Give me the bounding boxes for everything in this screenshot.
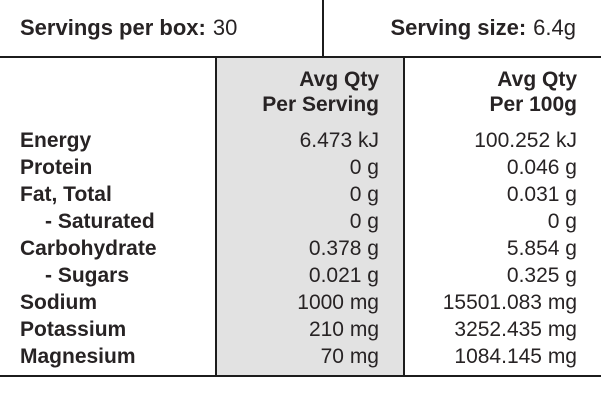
nutrient-label-column: Energy Protein Fat, Total - Saturated Ca… xyxy=(0,58,215,375)
per-serving-column-header: Avg Qty Per Serving xyxy=(217,58,379,127)
nutrient-label-sodium: Sodium xyxy=(20,291,97,314)
servings-per-box-value: 30 xyxy=(212,15,238,40)
nutrient-label-energy: Energy xyxy=(20,129,92,152)
serving-size-value: 6.4g xyxy=(533,15,576,40)
per-100g-value-energy: 100.252 kJ xyxy=(474,129,577,152)
per-serving-value-carbohydrate: 0.378 g xyxy=(308,237,379,260)
label-column-header-spacer xyxy=(20,58,215,127)
per-100g-value-potassium: 3252.435 mg xyxy=(454,318,577,341)
per-100g-column: Avg Qty Per 100g 100.252 kJ 0.046 g 0.03… xyxy=(405,58,601,375)
servings-header-band: Servings per box: 30 Serving size: 6.4g xyxy=(0,0,601,56)
serving-size-cell: Serving size: 6.4g xyxy=(324,0,601,56)
servings-per-box-label: Servings per box: xyxy=(20,15,206,40)
per-serving-header-line1: Avg Qty xyxy=(299,68,379,91)
nutrient-label-sugars: - Sugars xyxy=(45,264,130,287)
nutrient-label-protein: Protein xyxy=(20,156,93,179)
per-100g-value-sugars: 0.325 g xyxy=(506,264,577,287)
per-100g-value-protein: 0.046 g xyxy=(506,156,577,179)
per-serving-header-line2: Per Serving xyxy=(262,93,379,116)
per-serving-value-potassium: 210 mg xyxy=(308,318,379,341)
servings-per-box-cell: Servings per box: 30 xyxy=(0,0,324,56)
nutrient-label-magnesium: Magnesium xyxy=(20,345,136,368)
nutrient-label-fat-total: Fat, Total xyxy=(20,183,112,206)
serving-size-label: Serving size: xyxy=(390,15,527,40)
per-100g-header-line2: Per 100g xyxy=(489,93,577,116)
per-serving-value-energy: 6.473 kJ xyxy=(299,129,379,152)
per-serving-value-sodium: 1000 mg xyxy=(297,291,379,314)
per-serving-column: Avg Qty Per Serving 6.473 kJ 0 g 0 g 0 g… xyxy=(215,58,405,375)
per-100g-header-line1: Avg Qty xyxy=(497,68,577,91)
per-100g-value-sodium: 15501.083 mg xyxy=(442,291,577,314)
per-100g-value-fat-total: 0.031 g xyxy=(506,183,577,206)
per-serving-value-protein: 0 g xyxy=(349,156,379,179)
per-serving-value-sugars: 0.021 g xyxy=(308,264,379,287)
per-100g-column-header: Avg Qty Per 100g xyxy=(405,58,577,127)
nutrition-table: Energy Protein Fat, Total - Saturated Ca… xyxy=(0,56,601,377)
per-serving-value-magnesium: 70 mg xyxy=(320,345,379,368)
per-100g-value-saturated: 0 g xyxy=(547,210,577,233)
per-serving-value-saturated: 0 g xyxy=(349,210,379,233)
per-100g-value-magnesium: 1084.145 mg xyxy=(454,345,577,368)
nutrient-label-carbohydrate: Carbohydrate xyxy=(20,237,157,260)
per-100g-value-carbohydrate: 5.854 g xyxy=(506,237,577,260)
nutrient-label-saturated: - Saturated xyxy=(45,210,155,233)
nutrient-label-potassium: Potassium xyxy=(20,318,127,341)
per-serving-value-fat-total: 0 g xyxy=(349,183,379,206)
